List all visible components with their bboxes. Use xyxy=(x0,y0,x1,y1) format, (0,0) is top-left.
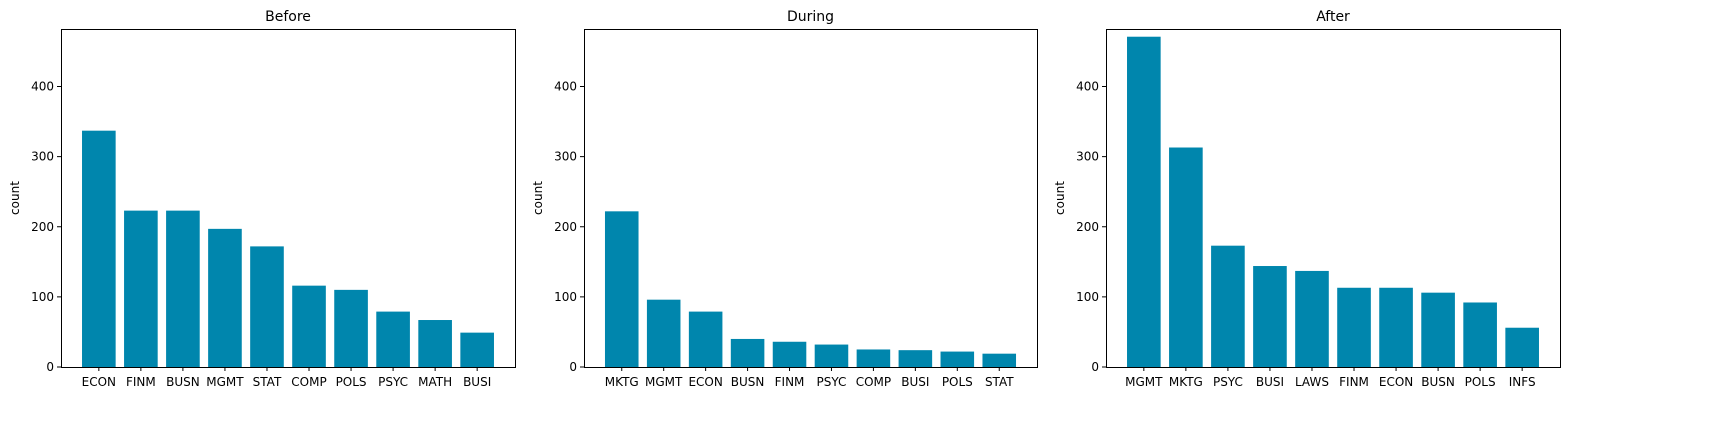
x-ticks: MKTG MGMT ECON BUSN FINM PSYC COMP BUSI POLS STAT xyxy=(605,367,1014,389)
y-ticks: 0 100 200 300 400 xyxy=(31,80,61,374)
chart-before: Before count 0 100 200 300 400 ECON FINM BUSN M… xyxy=(8,9,516,389)
chart-title: Before xyxy=(265,9,311,25)
bar-stat xyxy=(250,246,284,367)
x-tick-label: FINM xyxy=(126,375,156,389)
y-tick-label: 200 xyxy=(31,220,54,234)
y-tick-label: 300 xyxy=(1076,150,1099,164)
chart-title: During xyxy=(787,9,834,25)
x-ticks: ECON FINM BUSN MGMT STAT COMP POLS PSYC MATH BUSI xyxy=(82,367,491,389)
y-axis-label: count xyxy=(8,181,22,215)
x-tick-label: MKTG xyxy=(605,375,639,389)
bar-comp xyxy=(292,285,326,367)
x-tick-label: LAWS xyxy=(1295,375,1329,389)
x-tick-label: BUSN xyxy=(731,375,765,389)
bar-finm xyxy=(124,210,158,367)
x-tick-label: COMP xyxy=(291,375,326,389)
bar-mgmt xyxy=(1127,36,1161,368)
bar-psyc xyxy=(376,311,410,367)
y-tick-label: 0 xyxy=(1091,360,1099,374)
x-tick-label: BUSN xyxy=(166,375,200,389)
x-tick-label: BUSI xyxy=(901,375,929,389)
y-tick-label: 100 xyxy=(554,290,577,304)
bar-pols xyxy=(334,289,368,367)
bar-finm xyxy=(1337,287,1371,367)
x-tick-label: BUSI xyxy=(463,375,491,389)
x-tick-label: POLS xyxy=(1465,375,1496,389)
x-tick-label: PSYC xyxy=(1213,375,1243,389)
bar-infs xyxy=(1505,327,1539,367)
x-tick-label: POLS xyxy=(336,375,367,389)
bar-mgmt xyxy=(646,299,681,367)
y-tick-label: 200 xyxy=(554,220,577,234)
bar-mktg xyxy=(1169,147,1203,367)
bar-busn xyxy=(730,338,765,367)
chart-during: During count 0 100 200 300 400 MKTG MGMT ECON B… xyxy=(531,9,1038,389)
x-tick-label: BUSN xyxy=(1421,375,1455,389)
x-tick-label: PSYC xyxy=(817,375,847,389)
bar-mktg xyxy=(604,211,639,367)
bar-mgmt xyxy=(208,228,242,367)
y-tick-label: 0 xyxy=(569,360,577,374)
y-tick-label: 200 xyxy=(1076,220,1099,234)
y-tick-label: 300 xyxy=(554,150,577,164)
y-tick-label: 400 xyxy=(31,80,54,94)
x-tick-label: MKTG xyxy=(1169,375,1203,389)
x-tick-label: MGMT xyxy=(206,375,244,389)
y-axis-label: count xyxy=(1053,181,1067,215)
x-ticks: MGMT MKTG PSYC BUSI LAWS FINM ECON BUSN POLS INFS xyxy=(1125,367,1536,389)
bar-busn xyxy=(166,210,200,367)
bar-psyc xyxy=(814,344,849,367)
x-tick-label: FINM xyxy=(775,375,805,389)
bar-busn xyxy=(1421,292,1455,367)
y-tick-label: 100 xyxy=(1076,290,1099,304)
x-tick-label: MGMT xyxy=(1125,375,1163,389)
x-tick-label: POLS xyxy=(942,375,973,389)
x-tick-label: ECON xyxy=(1379,375,1413,389)
bar-stat xyxy=(982,353,1017,367)
bar-econ xyxy=(688,311,723,367)
y-tick-label: 100 xyxy=(31,290,54,304)
chart-title: After xyxy=(1316,9,1350,25)
bars xyxy=(1127,36,1539,368)
x-tick-label: BUSI xyxy=(1256,375,1284,389)
bar-pols xyxy=(940,351,975,367)
bar-psyc xyxy=(1211,245,1245,367)
chart-after: After count 0 100 200 300 400 MGMT MKTG PSYC BU… xyxy=(1053,9,1561,389)
bar-comp xyxy=(856,349,891,367)
y-tick-label: 0 xyxy=(46,360,54,374)
x-tick-label: STAT xyxy=(253,375,282,389)
bar-math xyxy=(418,320,452,367)
y-ticks: 0 100 200 300 400 xyxy=(1076,80,1106,374)
plot-frame xyxy=(61,29,516,368)
bar-pols xyxy=(1463,302,1497,367)
y-tick-label: 400 xyxy=(1076,80,1099,94)
x-tick-label: STAT xyxy=(985,375,1014,389)
x-tick-label: ECON xyxy=(82,375,116,389)
bar-econ xyxy=(1379,287,1413,367)
x-tick-label: INFS xyxy=(1509,375,1536,389)
plot-frame xyxy=(584,29,1038,368)
x-tick-label: FINM xyxy=(1339,375,1369,389)
y-tick-label: 300 xyxy=(31,150,54,164)
bar-finm xyxy=(772,341,807,367)
bar-busi xyxy=(898,350,933,367)
x-tick-label: MGMT xyxy=(645,375,683,389)
x-tick-label: PSYC xyxy=(378,375,408,389)
y-ticks: 0 100 200 300 400 xyxy=(554,80,584,374)
bars xyxy=(604,211,1017,367)
bar-busi xyxy=(460,332,494,367)
bar-laws xyxy=(1295,270,1329,367)
bar-busi xyxy=(1253,266,1287,367)
x-tick-label: COMP xyxy=(856,375,891,389)
x-tick-label: MATH xyxy=(418,375,452,389)
plot-frame xyxy=(1106,29,1561,368)
x-tick-label: ECON xyxy=(688,375,722,389)
y-tick-label: 400 xyxy=(554,80,577,94)
bars xyxy=(82,130,494,367)
y-axis-label: count xyxy=(531,181,545,215)
bar-econ xyxy=(82,130,116,367)
